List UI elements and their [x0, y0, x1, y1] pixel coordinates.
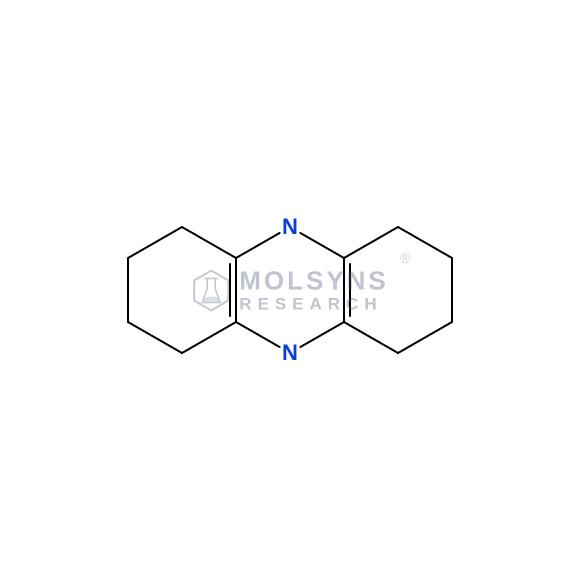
structure-canvas — [0, 0, 580, 580]
atom-label-N2: N — [282, 340, 298, 366]
registered-mark: ® — [400, 250, 410, 266]
atom-label-N1: N — [282, 214, 298, 240]
